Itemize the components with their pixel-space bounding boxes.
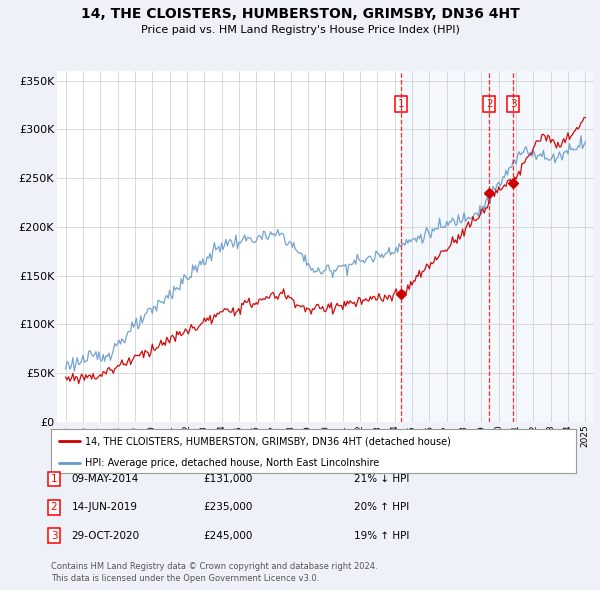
Text: 2: 2 (50, 503, 58, 512)
Text: 1: 1 (50, 474, 58, 484)
Text: 3: 3 (510, 99, 517, 109)
Text: 14, THE CLOISTERS, HUMBERSTON, GRIMSBY, DN36 4HT: 14, THE CLOISTERS, HUMBERSTON, GRIMSBY, … (80, 7, 520, 21)
Text: 14, THE CLOISTERS, HUMBERSTON, GRIMSBY, DN36 4HT (detached house): 14, THE CLOISTERS, HUMBERSTON, GRIMSBY, … (85, 437, 451, 446)
Text: 29-OCT-2020: 29-OCT-2020 (71, 531, 139, 540)
Text: 14-JUN-2019: 14-JUN-2019 (72, 503, 138, 512)
Text: 3: 3 (50, 531, 58, 540)
Text: 1: 1 (398, 99, 404, 109)
Text: 09-MAY-2014: 09-MAY-2014 (71, 474, 139, 484)
Text: £245,000: £245,000 (203, 531, 253, 540)
Bar (401, 71, 600, 422)
Text: 2: 2 (486, 99, 493, 109)
Text: £235,000: £235,000 (203, 503, 253, 512)
Text: 19% ↑ HPI: 19% ↑ HPI (354, 531, 409, 540)
Text: Contains HM Land Registry data © Crown copyright and database right 2024.: Contains HM Land Registry data © Crown c… (51, 562, 377, 571)
Text: This data is licensed under the Open Government Licence v3.0.: This data is licensed under the Open Gov… (51, 574, 319, 583)
Text: HPI: Average price, detached house, North East Lincolnshire: HPI: Average price, detached house, Nort… (85, 458, 379, 468)
Text: 20% ↑ HPI: 20% ↑ HPI (354, 503, 409, 512)
Text: £131,000: £131,000 (203, 474, 253, 484)
Text: 21% ↓ HPI: 21% ↓ HPI (354, 474, 409, 484)
Text: Price paid vs. HM Land Registry's House Price Index (HPI): Price paid vs. HM Land Registry's House … (140, 25, 460, 35)
